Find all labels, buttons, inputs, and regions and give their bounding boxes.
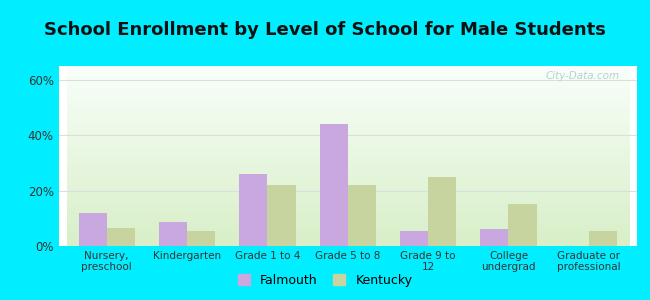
Text: School Enrollment by Level of School for Male Students: School Enrollment by Level of School for… [44,21,606,39]
Bar [107,228,135,246]
Bar [428,177,456,246]
Bar [320,124,348,246]
Bar [187,231,215,246]
Bar [348,185,376,246]
Bar [480,230,508,246]
Text: City-Data.com: City-Data.com [545,71,619,81]
Bar [400,231,428,246]
Bar [79,213,107,246]
Bar [589,231,617,246]
Bar [508,205,536,246]
Bar [239,174,267,246]
Bar [159,223,187,246]
Bar [267,185,296,246]
Legend: Falmouth, Kentucky: Falmouth, Kentucky [234,270,416,291]
